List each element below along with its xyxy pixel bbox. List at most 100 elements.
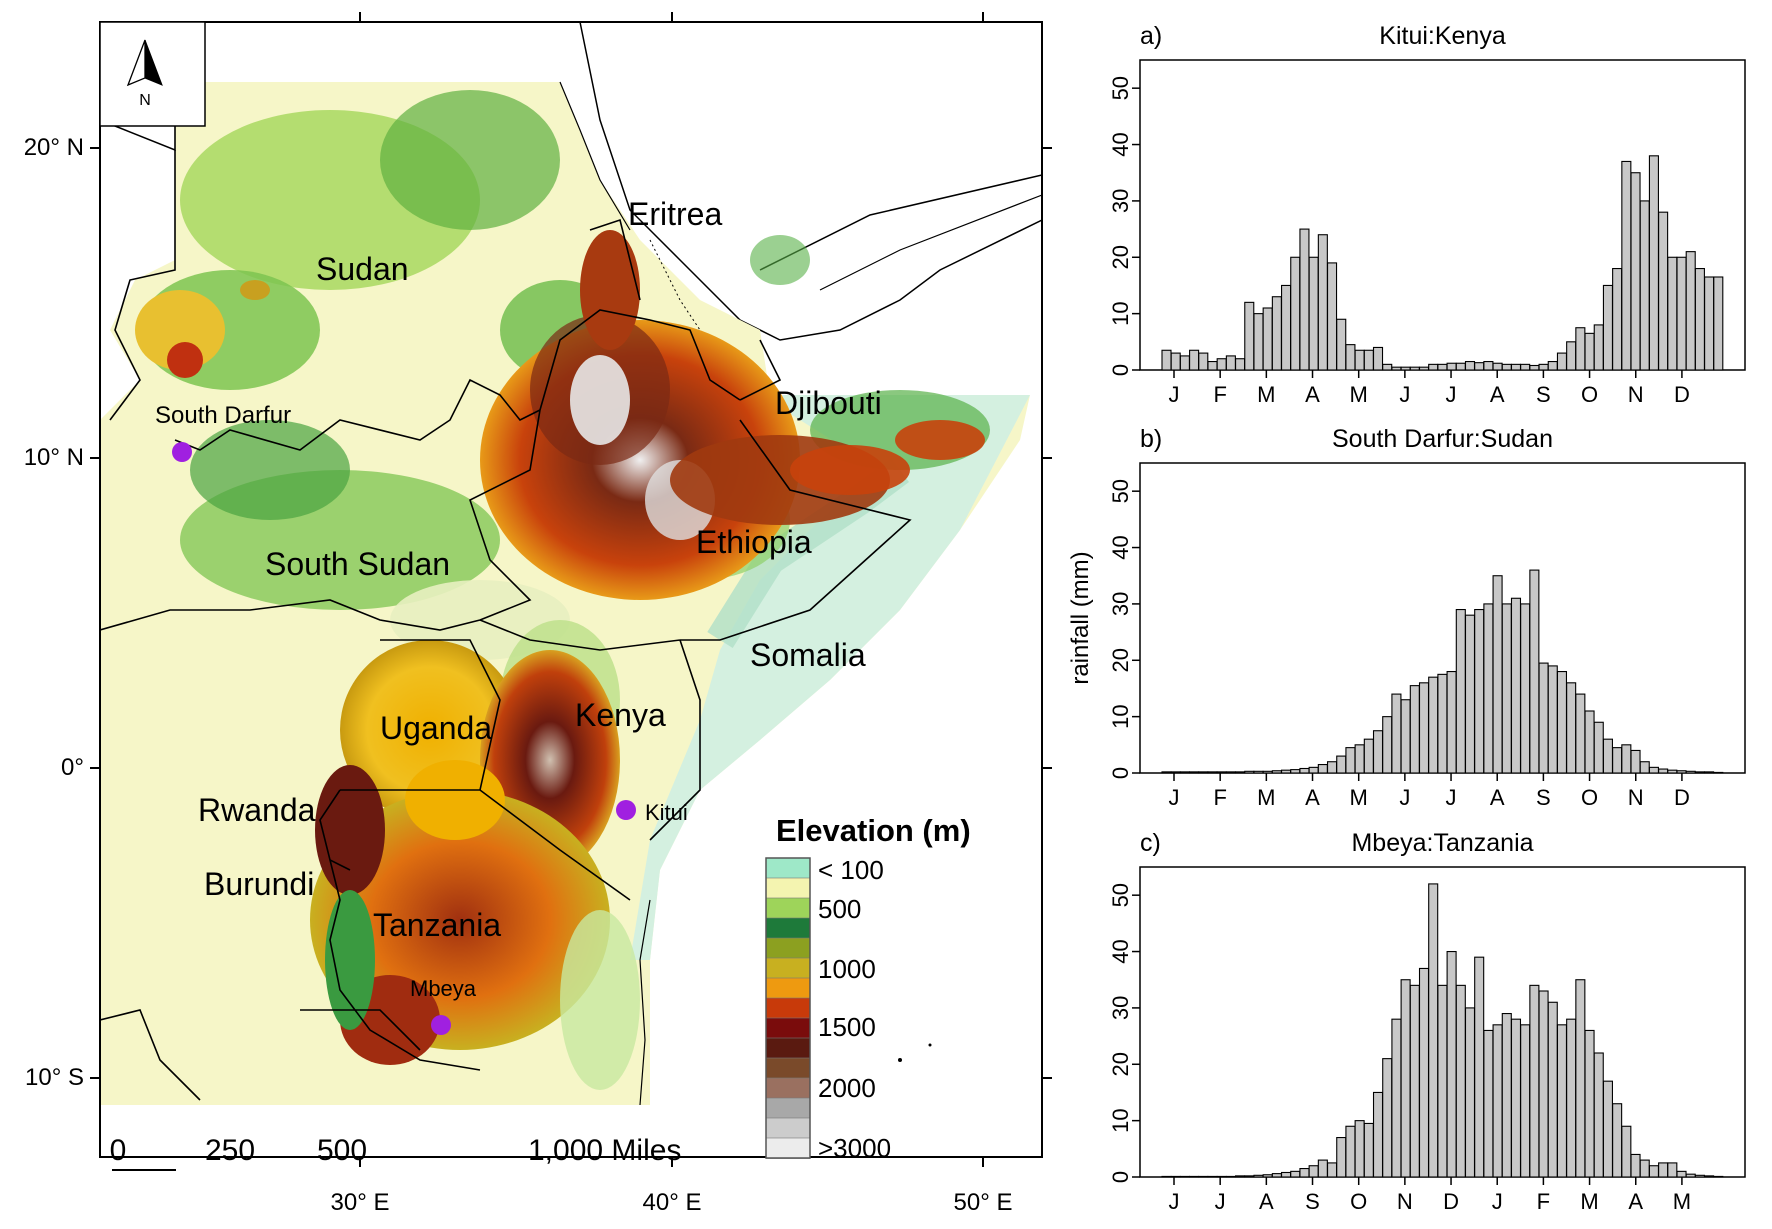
bar bbox=[1216, 358, 1227, 371]
legend-swatch bbox=[765, 1097, 811, 1119]
bar bbox=[1170, 352, 1181, 371]
bar bbox=[1354, 349, 1365, 371]
bar bbox=[1538, 363, 1549, 371]
bar bbox=[1391, 693, 1402, 774]
site-marker-south-darfur bbox=[172, 442, 192, 462]
bar bbox=[1694, 1174, 1705, 1178]
bar bbox=[1474, 608, 1485, 774]
lon-tick-30e: 30° E bbox=[331, 1189, 390, 1216]
bar bbox=[1161, 1175, 1172, 1178]
bar bbox=[1704, 276, 1715, 371]
bar bbox=[1483, 1029, 1494, 1178]
bar bbox=[1354, 744, 1365, 774]
legend-swatch bbox=[765, 1017, 811, 1039]
bar bbox=[1437, 984, 1448, 1178]
y-tick-label: 50 bbox=[1108, 76, 1133, 100]
bar bbox=[1694, 771, 1705, 774]
chart-title: South Darfur:Sudan bbox=[1332, 425, 1553, 453]
bar bbox=[1326, 262, 1338, 371]
bar bbox=[1336, 1137, 1347, 1178]
bar bbox=[1483, 603, 1494, 774]
y-tick-label: 40 bbox=[1108, 939, 1133, 963]
bar bbox=[1492, 1024, 1503, 1178]
label-eritrea: Eritrea bbox=[628, 196, 722, 232]
bar bbox=[1244, 1175, 1255, 1178]
y-tick-label: 50 bbox=[1108, 883, 1133, 907]
label-uganda: Uganda bbox=[380, 710, 492, 746]
scale-label-0: 0 bbox=[110, 1134, 127, 1167]
bar bbox=[1418, 366, 1430, 371]
bar bbox=[1189, 1175, 1200, 1178]
bar bbox=[1428, 676, 1439, 774]
map-panel: 20° N 10° N 0° 10° S 30° E 40° E 50° E N… bbox=[24, 12, 1052, 1216]
bar bbox=[1418, 967, 1430, 1178]
legend-swatch bbox=[765, 1057, 811, 1079]
country-labels: Sudan Eritrea Djibouti Ethiopia South Su… bbox=[198, 196, 882, 943]
legend-label-1500: 1500 bbox=[818, 1012, 876, 1042]
bar bbox=[1639, 761, 1650, 774]
bar bbox=[1455, 362, 1466, 371]
label-sudan: Sudan bbox=[316, 251, 409, 287]
bar bbox=[1336, 318, 1347, 371]
bar bbox=[1676, 770, 1687, 774]
bar bbox=[1676, 256, 1687, 371]
bar bbox=[1244, 301, 1255, 371]
x-tick-label: J bbox=[1399, 382, 1410, 407]
bar bbox=[1584, 332, 1595, 371]
bar bbox=[1694, 267, 1705, 371]
site-label-mbeya: Mbeya bbox=[410, 976, 477, 1001]
bar bbox=[1630, 749, 1641, 774]
x-tick-label: S bbox=[1536, 382, 1551, 407]
chart-title: Kitui:Kenya bbox=[1379, 22, 1506, 50]
chart-panel-1: a) Kitui:Kenya 0 10 20 30 40 50 J F M A M J J A S O N D bbox=[1108, 22, 1746, 407]
bar bbox=[1639, 1159, 1650, 1178]
map-tick-marks bbox=[90, 12, 1052, 1167]
bar bbox=[1612, 267, 1623, 371]
bar bbox=[1262, 1174, 1273, 1178]
north-label: N bbox=[139, 92, 151, 109]
bar bbox=[1409, 366, 1420, 371]
bar bbox=[1161, 349, 1172, 371]
bar bbox=[1602, 1080, 1613, 1178]
chart-panel-label: b) bbox=[1140, 425, 1162, 453]
scale-label-500: 500 bbox=[317, 1134, 367, 1167]
bar bbox=[1529, 364, 1540, 371]
bar bbox=[1170, 1175, 1181, 1178]
bar bbox=[1621, 1125, 1632, 1178]
lon-tick-50e: 50° E bbox=[954, 1189, 1013, 1216]
bar bbox=[1207, 771, 1218, 774]
x-tick-label: J bbox=[1399, 785, 1410, 810]
bar bbox=[1538, 662, 1549, 774]
bar bbox=[1400, 699, 1411, 774]
y-tick-label: 20 bbox=[1108, 1052, 1133, 1076]
bar bbox=[1308, 766, 1319, 774]
bar bbox=[1262, 770, 1273, 774]
x-tick-label: O bbox=[1350, 1189, 1367, 1214]
bar bbox=[1179, 771, 1190, 774]
bar bbox=[1161, 771, 1172, 774]
y-tick-label: 40 bbox=[1108, 535, 1133, 559]
bar bbox=[1363, 1122, 1374, 1178]
label-ethiopia: Ethiopia bbox=[696, 524, 812, 560]
legend-swatch bbox=[765, 1077, 811, 1099]
bar bbox=[1658, 768, 1669, 774]
bar bbox=[1713, 771, 1724, 774]
bar bbox=[1520, 603, 1531, 774]
x-tick-label: M bbox=[1350, 785, 1368, 810]
bar bbox=[1391, 366, 1402, 371]
bar bbox=[1547, 1001, 1558, 1178]
bar bbox=[1271, 770, 1282, 774]
bar bbox=[1446, 950, 1457, 1178]
x-tick-label: F bbox=[1213, 785, 1226, 810]
label-south-sudan: South Sudan bbox=[265, 546, 450, 582]
bar bbox=[1317, 1159, 1328, 1178]
legend-swatch bbox=[765, 957, 811, 979]
site-marker-kitui bbox=[616, 800, 636, 820]
bar bbox=[1520, 1024, 1531, 1178]
bar bbox=[1198, 1175, 1209, 1178]
y-tick-label: 20 bbox=[1108, 245, 1133, 269]
y-tick-label: 50 bbox=[1108, 479, 1133, 503]
bar bbox=[1676, 1170, 1687, 1178]
